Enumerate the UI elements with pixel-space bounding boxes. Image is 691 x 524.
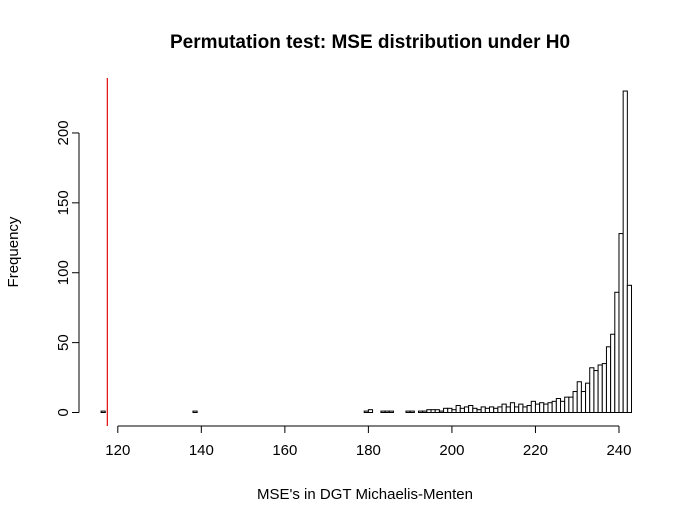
histogram-bar <box>610 333 616 414</box>
y-tick-label: 50 <box>55 334 72 351</box>
histogram-bar <box>426 409 432 414</box>
histogram-bar <box>564 396 570 414</box>
histogram-bar <box>497 406 503 414</box>
histogram-bar <box>443 407 449 413</box>
x-tick-label: 140 <box>189 442 214 459</box>
histogram-bar <box>626 284 633 413</box>
histogram-bar <box>568 396 574 414</box>
histogram-bar <box>589 367 595 413</box>
histogram-bar <box>530 400 536 414</box>
histogram-bar <box>501 403 507 413</box>
histogram-bar <box>522 406 528 414</box>
histogram-bar <box>438 410 445 414</box>
histogram-bar <box>572 391 578 413</box>
histogram-bar <box>597 364 603 414</box>
histogram-bar <box>622 90 628 413</box>
histogram-bar <box>555 398 562 413</box>
histogram-bar <box>363 410 369 414</box>
histogram-bar <box>560 400 566 414</box>
x-tick-label: 120 <box>105 442 130 459</box>
x-tick-label: 240 <box>606 442 631 459</box>
histogram-bar <box>405 410 411 414</box>
histogram-bar <box>618 233 624 413</box>
histogram-bar <box>580 391 587 413</box>
histogram-bar <box>447 407 453 413</box>
histogram-bar <box>539 402 545 414</box>
y-tick-label: 0 <box>55 408 72 416</box>
x-tick-label: 200 <box>439 442 464 459</box>
histogram-bar <box>472 407 478 413</box>
histogram-bar <box>601 363 607 413</box>
histogram-bar <box>534 403 541 413</box>
histogram-bar <box>484 407 491 413</box>
histogram-bar <box>192 410 198 414</box>
histogram-bar <box>418 410 424 414</box>
histogram-bar <box>518 403 524 413</box>
histogram-bar <box>593 370 599 414</box>
x-tick-label: 220 <box>523 442 548 459</box>
y-tick-label: 100 <box>55 260 72 285</box>
histogram-bar <box>605 346 612 413</box>
histogram-bar <box>509 402 516 414</box>
histogram-bar <box>468 405 474 414</box>
histogram-bar <box>489 406 495 414</box>
histogram-bar <box>455 405 461 414</box>
x-tick-label: 180 <box>356 442 381 459</box>
histogram-bar <box>614 291 620 413</box>
histogram-bar <box>463 406 470 414</box>
histogram-bars <box>100 90 633 414</box>
histogram-bar <box>514 406 520 414</box>
y-tick-label: 150 <box>55 190 72 215</box>
x-axis-label: MSE's in DGT Michaelis-Menten <box>257 486 473 503</box>
histogram-bar <box>505 406 511 414</box>
histogram-bar <box>551 400 557 414</box>
histogram-bar <box>547 402 553 414</box>
histogram-bar <box>434 409 440 414</box>
histogram-bar <box>100 410 106 414</box>
histogram-bar <box>451 409 457 414</box>
y-axis: 0 50 100 150 200 <box>55 120 80 417</box>
x-axis: 120 140 160 180 200 220 240 <box>105 425 631 459</box>
histogram-bar <box>380 410 386 414</box>
histogram-bar <box>422 410 428 414</box>
histogram-bar <box>493 407 499 413</box>
histogram-bar <box>430 409 436 414</box>
histogram-bar <box>388 410 394 414</box>
chart-title: Permutation test: MSE distribution under… <box>170 32 570 53</box>
y-axis-label: Frequency <box>5 216 22 287</box>
histogram-bar <box>585 382 591 413</box>
histogram-bar <box>576 381 582 413</box>
histogram-bar <box>543 403 549 413</box>
y-tick-label: 200 <box>55 120 72 145</box>
histogram-bar <box>480 406 486 414</box>
histogram-bar <box>526 405 532 414</box>
histogram-bar <box>476 409 482 414</box>
histogram-bar <box>384 410 390 414</box>
histogram-bar <box>367 409 374 414</box>
x-tick-label: 160 <box>272 442 297 459</box>
histogram-bar <box>409 410 415 414</box>
histogram-bar <box>459 407 465 413</box>
